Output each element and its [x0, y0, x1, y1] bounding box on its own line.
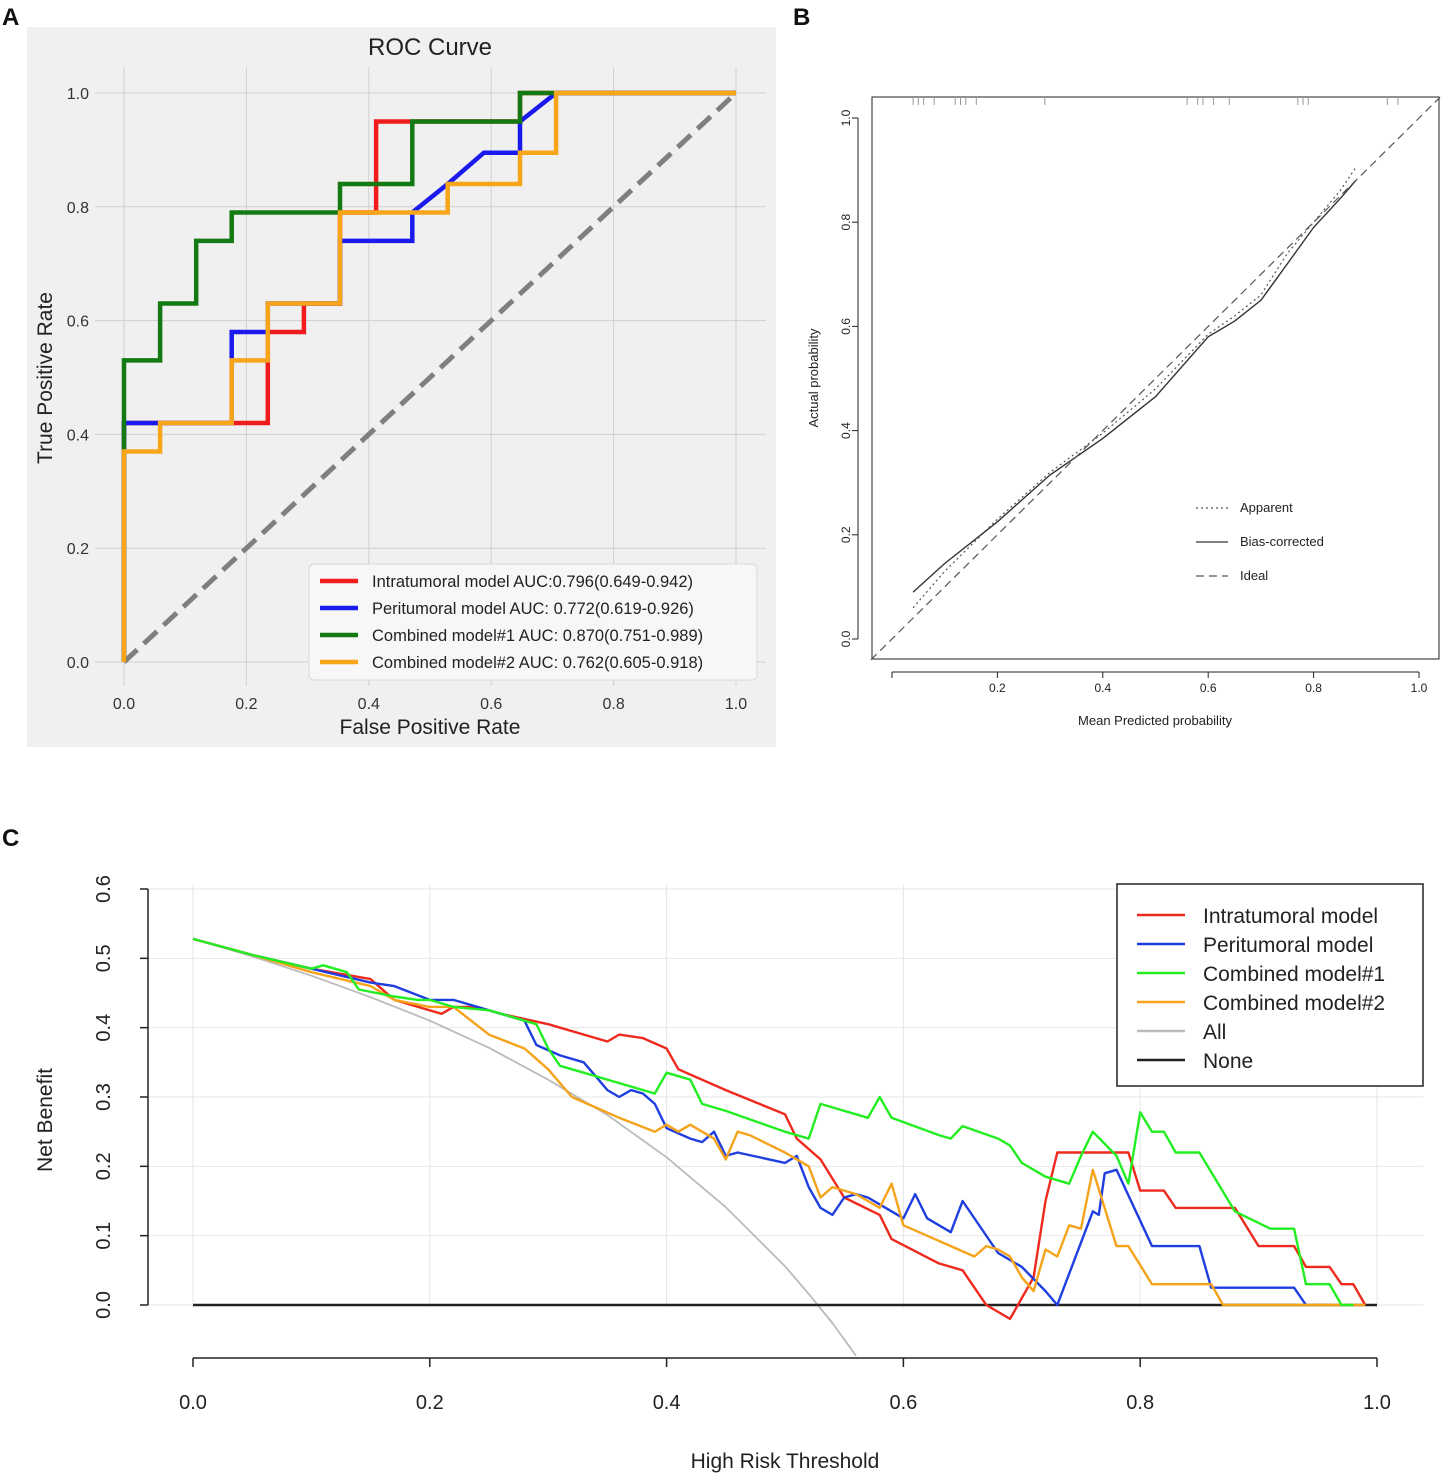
- calibration-x-tick-2: 0.6: [1200, 681, 1217, 695]
- roc-x-tick-0: 0.0: [113, 696, 135, 713]
- roc-y-axis-label: True Positive Rate: [34, 292, 57, 464]
- dca-x-tick-2: 0.4: [653, 1392, 681, 1414]
- dca-y-tick-2: 0.2: [93, 1152, 115, 1180]
- dca-y-tick-3: 0.3: [93, 1083, 115, 1111]
- calibration-y-tick-0: 0.0: [839, 630, 853, 647]
- dca-y-tick-0: 0.0: [93, 1291, 115, 1319]
- roc-legend-label-3: Combined model#2 AUC: 0.762(0.605-0.918): [372, 654, 703, 672]
- calibration-legend-label-0: Apparent: [1240, 500, 1293, 515]
- dca-line-combined-model-1: [192, 937, 1354, 1307]
- dca-x-tick-3: 0.6: [889, 1392, 917, 1414]
- calibration-legend-label-2: Ideal: [1240, 568, 1268, 583]
- calibration-x-axis-label: Mean Predicted probability: [1078, 713, 1232, 728]
- panel-label-b: B: [793, 4, 810, 31]
- roc-ticks: 0.0 0.2 0.4 0.6 0.8 1.0 0.0 0.2 0.4 0.6 0.8 1.0: [67, 86, 747, 713]
- dca-chart: 0.00.10.20.30.40.50.60.0 0.2 0.4 0.6 0.8 1.0 …: [34, 875, 1424, 1473]
- calibration-line-ideal: [870, 96, 1441, 661]
- dca-legend-label-0: Intratumoral model: [1203, 905, 1378, 928]
- roc-x-tick-2: 0.4: [358, 696, 380, 713]
- dca-line-all: [192, 938, 857, 1357]
- dca-x-axis-label: High Risk Threshold: [691, 1450, 880, 1473]
- roc-series: [121, 90, 738, 664]
- roc-x-tick-3: 0.6: [480, 696, 502, 713]
- roc-title: ROC Curve: [368, 34, 492, 61]
- calibration-y-tick-4: 0.8: [839, 214, 853, 231]
- roc-y-tick-5: 1.0: [67, 86, 89, 103]
- calibration-legend-label-1: Bias-corrected: [1240, 534, 1324, 549]
- dca-y-tick-6: 0.6: [93, 875, 115, 903]
- dca-line-combined-model-2: [192, 937, 1366, 1307]
- dca-legend: Intratumoral model Peritumoral model Combi…: [1116, 883, 1424, 1087]
- calibration-y-axis-label: Actual probability: [806, 328, 821, 427]
- roc-series-line-2: [121, 90, 736, 662]
- dca-y-tick-4: 0.4: [93, 1014, 115, 1042]
- roc-series-line-3: [121, 90, 736, 662]
- calibration-series: [870, 96, 1441, 661]
- dca-x-tick-4: 0.8: [1126, 1392, 1154, 1414]
- panel-label-a: A: [2, 4, 19, 31]
- panel-label-c: C: [2, 825, 19, 852]
- roc-legend-label-0: Intratumoral model AUC:0.796(0.649-0.942…: [372, 573, 693, 591]
- roc-legend-label-2: Combined model#1 AUC: 0.870(0.751-0.989): [372, 627, 703, 645]
- calibration-line-bias-corrected: [912, 180, 1357, 593]
- calibration-x-tick-1: 0.4: [1094, 681, 1111, 695]
- dca-legend-label-3: Combined model#2: [1203, 992, 1385, 1015]
- dca-ticks: 0.0 0.1 0.2 0.3 0.4 0.5 0.6 0.0 0.2 0.4 0.6 0.8 1.0: [93, 875, 1391, 1414]
- dca-x-tick-5: 1.0: [1363, 1392, 1391, 1414]
- dca-y-tick-1: 0.1: [93, 1222, 115, 1250]
- roc-legend: Intratumoral model AUC:0.796(0.649-0.942…: [308, 563, 758, 681]
- calibration-y-tick-5: 1.0: [839, 109, 853, 126]
- dca-legend-label-4: All: [1203, 1021, 1226, 1044]
- roc-x-tick-4: 0.8: [602, 696, 624, 713]
- roc-y-tick-0: 0.0: [67, 655, 89, 672]
- roc-x-tick-1: 0.2: [235, 696, 257, 713]
- dca-legend-label-2: Combined model#1: [1203, 963, 1385, 986]
- roc-y-tick-4: 0.8: [67, 200, 89, 217]
- calibration-ticks: 0.2 0.4 0.6 0.8 1.0 0.0 0.2 0.4 0.6 0.8 1.0: [839, 109, 1428, 695]
- calibration-x-tick-3: 0.8: [1305, 681, 1322, 695]
- calibration-x-tick-0: 0.2: [989, 681, 1006, 695]
- dca-x-tick-0: 0.0: [179, 1392, 207, 1414]
- calibration-y-tick-3: 0.6: [839, 318, 853, 335]
- calibration-x-tick-4: 1.0: [1411, 681, 1428, 695]
- roc-grid: [95, 67, 766, 686]
- dca-line-peritumoral-model: [192, 937, 1307, 1307]
- calibration-y-tick-2: 0.4: [839, 422, 853, 439]
- dca-legend-box: [1116, 883, 1424, 1087]
- roc-legend-box: [308, 563, 758, 681]
- calibration-chart: 0.2 0.4 0.6 0.8 1.0 0.0 0.2 0.4 0.6 0.8 1.0 Mean P…: [806, 96, 1441, 728]
- roc-y-tick-3: 0.6: [67, 314, 89, 331]
- dca-legend-label-1: Peritumoral model: [1203, 934, 1373, 957]
- calibration-legend: Apparent Bias-corrected Ideal: [1196, 500, 1324, 583]
- roc-legend-label-1: Peritumoral model AUC: 0.772(0.619-0.926…: [372, 600, 694, 618]
- dca-x-tick-1: 0.2: [416, 1392, 444, 1414]
- roc-chart: 0.0 0.2 0.4 0.6 0.8 1.0 0.0 0.2 0.4 0.6 0.8 1.0 ROC…: [27, 27, 776, 747]
- roc-x-axis-label: False Positive Rate: [340, 716, 521, 739]
- roc-x-tick-5: 1.0: [725, 696, 747, 713]
- roc-y-tick-1: 0.2: [67, 541, 89, 558]
- dca-legend-label-5: None: [1203, 1050, 1253, 1073]
- dca-series: [192, 937, 1377, 1357]
- calibration-frame: [871, 96, 1440, 660]
- dca-y-axis-label: Net Benefit: [34, 1068, 57, 1172]
- calibration-y-tick-1: 0.2: [839, 526, 853, 543]
- dca-y-tick-5: 0.5: [93, 944, 115, 972]
- roc-y-tick-2: 0.4: [67, 427, 89, 444]
- calibration-rug: [912, 97, 1399, 105]
- roc-diagonal-line: [122, 91, 738, 664]
